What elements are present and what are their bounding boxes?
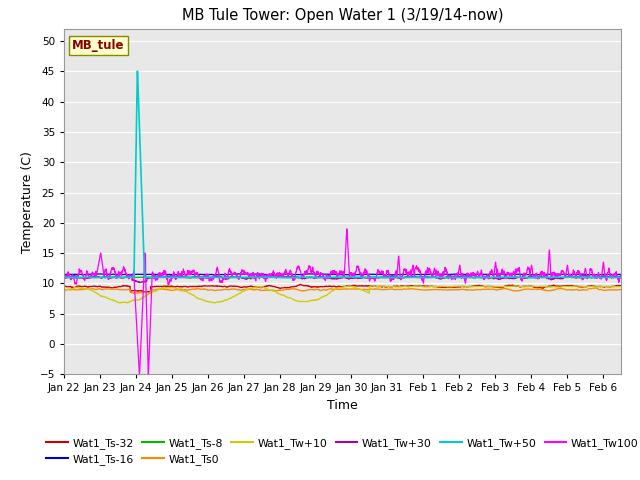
Wat1_Ts-16 bbox=[298, 272, 306, 277]
Wat1_Tw+30 bbox=[274, 273, 282, 279]
Wat1_Ts-32 bbox=[547, 283, 554, 289]
Wat1_Ts-8 bbox=[274, 274, 282, 280]
Wat1_Ts-8 bbox=[617, 275, 625, 280]
Wat1_Ts-16 bbox=[124, 272, 131, 277]
Wat1_Ts-32 bbox=[606, 284, 614, 289]
Title: MB Tule Tower: Open Water 1 (3/19/14-now): MB Tule Tower: Open Water 1 (3/19/14-now… bbox=[182, 9, 503, 24]
Wat1_Ts-32 bbox=[142, 289, 150, 295]
Wat1_Tw+10 bbox=[60, 289, 68, 295]
Wat1_Ts-32 bbox=[298, 282, 306, 288]
Wat1_Ts-8 bbox=[606, 275, 614, 280]
Wat1_Ts0 bbox=[617, 287, 625, 293]
Wat1_Tw100 bbox=[606, 274, 614, 279]
Wat1_Ts-8 bbox=[60, 275, 68, 280]
Wat1_Ts-8 bbox=[298, 275, 306, 280]
Legend: Wat1_Ts-32, Wat1_Ts-16, Wat1_Ts-8, Wat1_Ts0, Wat1_Tw+10, Wat1_Tw+30, Wat1_Tw+50,: Wat1_Ts-32, Wat1_Ts-16, Wat1_Ts-8, Wat1_… bbox=[42, 433, 640, 469]
Wat1_Tw100 bbox=[60, 274, 68, 280]
Wat1_Tw+30 bbox=[60, 275, 68, 280]
Wat1_Ts-16 bbox=[617, 272, 625, 277]
Wat1_Tw+30 bbox=[579, 272, 586, 278]
Wat1_Ts-8 bbox=[547, 275, 554, 280]
Wat1_Tw100 bbox=[124, 274, 131, 280]
Wat1_Tw+30 bbox=[157, 274, 164, 280]
Wat1_Tw+30 bbox=[124, 275, 131, 280]
Wat1_Tw+10 bbox=[157, 286, 164, 292]
Wat1_Tw100 bbox=[298, 275, 306, 281]
Wat1_Tw+10 bbox=[116, 300, 124, 306]
Wat1_Ts-16 bbox=[390, 272, 397, 278]
Wat1_Ts-32 bbox=[274, 285, 282, 290]
Wat1_Tw+50 bbox=[274, 275, 282, 280]
Wat1_Tw+10 bbox=[511, 283, 519, 289]
Wat1_Tw+30 bbox=[617, 274, 625, 279]
Line: Wat1_Ts-16: Wat1_Ts-16 bbox=[64, 274, 621, 275]
Wat1_Ts0 bbox=[591, 285, 598, 291]
Wat1_Ts-16 bbox=[547, 271, 554, 277]
Text: MB_tule: MB_tule bbox=[72, 39, 125, 52]
Wat1_Tw100 bbox=[547, 261, 554, 266]
Wat1_Ts-8 bbox=[113, 274, 120, 280]
Y-axis label: Temperature (C): Temperature (C) bbox=[21, 151, 34, 252]
Wat1_Tw100 bbox=[136, 372, 143, 377]
Wat1_Ts0 bbox=[124, 287, 131, 293]
Wat1_Tw+30 bbox=[298, 276, 306, 282]
Wat1_Ts0 bbox=[546, 288, 554, 294]
Wat1_Tw+50 bbox=[617, 275, 625, 280]
Line: Wat1_Tw100: Wat1_Tw100 bbox=[64, 229, 621, 374]
Wat1_Tw+50 bbox=[606, 275, 614, 280]
Wat1_Ts-32 bbox=[124, 283, 131, 289]
Wat1_Ts0 bbox=[145, 290, 153, 296]
Wat1_Tw+10 bbox=[547, 284, 554, 290]
Wat1_Ts-8 bbox=[68, 275, 76, 281]
Wat1_Tw+50 bbox=[134, 68, 141, 74]
Line: Wat1_Ts-32: Wat1_Ts-32 bbox=[64, 284, 621, 292]
Wat1_Ts-32 bbox=[617, 283, 625, 288]
Wat1_Ts0 bbox=[60, 287, 68, 293]
Wat1_Tw100 bbox=[274, 270, 282, 276]
Wat1_Ts-16 bbox=[60, 272, 68, 277]
Wat1_Ts-16 bbox=[235, 271, 243, 276]
Wat1_Ts-8 bbox=[157, 275, 164, 280]
Wat1_Tw+10 bbox=[617, 284, 625, 289]
Line: Wat1_Tw+30: Wat1_Tw+30 bbox=[64, 275, 621, 283]
Wat1_Tw+10 bbox=[606, 284, 614, 290]
Wat1_Ts-16 bbox=[274, 272, 282, 277]
Wat1_Tw+50 bbox=[547, 275, 554, 280]
Wat1_Ts0 bbox=[298, 288, 306, 294]
Line: Wat1_Ts-8: Wat1_Ts-8 bbox=[64, 277, 621, 278]
Line: Wat1_Tw+10: Wat1_Tw+10 bbox=[64, 286, 621, 303]
Wat1_Tw+50 bbox=[124, 275, 131, 280]
Wat1_Ts0 bbox=[274, 288, 282, 293]
X-axis label: Time: Time bbox=[327, 399, 358, 412]
Wat1_Ts-32 bbox=[297, 281, 305, 287]
Wat1_Tw+10 bbox=[124, 300, 132, 306]
Wat1_Tw+30 bbox=[136, 280, 144, 286]
Wat1_Tw+30 bbox=[606, 275, 614, 280]
Wat1_Tw+50 bbox=[298, 275, 306, 280]
Wat1_Ts-16 bbox=[157, 271, 164, 277]
Wat1_Tw+50 bbox=[157, 275, 164, 280]
Wat1_Ts0 bbox=[606, 287, 614, 293]
Wat1_Ts-8 bbox=[124, 275, 132, 280]
Wat1_Tw+30 bbox=[546, 276, 554, 282]
Wat1_Tw+10 bbox=[298, 299, 306, 304]
Wat1_Tw100 bbox=[157, 272, 164, 278]
Wat1_Ts0 bbox=[157, 286, 164, 292]
Wat1_Ts-16 bbox=[606, 272, 614, 277]
Wat1_Ts-32 bbox=[60, 283, 68, 288]
Wat1_Tw+50 bbox=[282, 275, 290, 280]
Wat1_Tw+50 bbox=[60, 275, 68, 280]
Line: Wat1_Tw+50: Wat1_Tw+50 bbox=[64, 71, 621, 277]
Wat1_Tw100 bbox=[343, 226, 351, 232]
Wat1_Ts-32 bbox=[157, 283, 164, 289]
Wat1_Tw100 bbox=[617, 274, 625, 279]
Line: Wat1_Ts0: Wat1_Ts0 bbox=[64, 288, 621, 293]
Wat1_Tw+10 bbox=[274, 290, 282, 296]
